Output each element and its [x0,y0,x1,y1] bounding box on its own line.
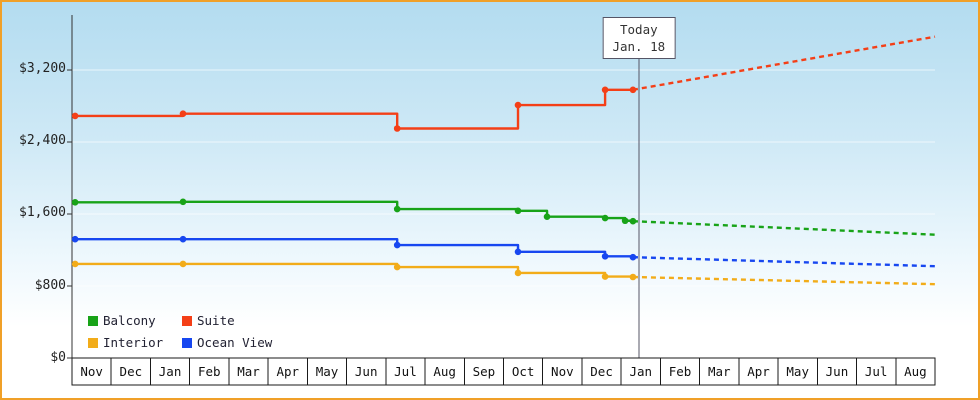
series-point-ocean-view [179,235,187,243]
series-forecast-balcony [632,220,936,236]
month-cell-dec-1 [110,357,151,386]
series-point-balcony [543,213,551,220]
today-marker-label: Today Jan. 18 [602,17,676,59]
month-label-apr-5: Apr [276,364,299,379]
month-cell-mar-4 [228,357,269,386]
series-line-interior [75,262,635,278]
series-point-ocean-view [514,248,522,256]
series-point-suite [601,86,609,94]
month-label-may-6: May [316,364,339,379]
legend-item-balcony: Balcony [88,313,182,328]
month-label-oct-11: Oct [512,364,535,379]
series-point-balcony [514,207,522,215]
y-axis-label-0: $0 [50,350,66,365]
month-label-aug-21: Aug [904,364,927,379]
month-label-dec-13: Dec [590,364,613,379]
month-label-aug-9: Aug [433,364,456,379]
month-cell-jan-2 [149,357,191,386]
month-label-may-18: May [786,364,809,379]
series-point-suite [629,86,637,94]
month-cell-aug-21 [895,357,936,386]
series-point-balcony [601,214,609,222]
month-cell-jul-8 [385,357,426,386]
legend-swatch-interior [88,337,98,348]
month-label-feb-15: Feb [669,364,692,379]
series-point-ocean-view [71,235,79,243]
y-axis-label-3200: $3,200 [19,61,66,76]
month-label-jul-20: Jul [865,364,888,379]
series-point-balcony [629,217,637,225]
month-cell-nov-0 [71,357,112,386]
legend-swatch-balcony [88,315,98,326]
legend-item-ocean-view: Ocean View [182,335,272,350]
legend-label-suite: Suite [197,313,235,328]
series-point-balcony [179,198,187,206]
series-point-interior [629,273,637,281]
month-cell-nov-12 [542,357,583,386]
legend-label-interior: Interior [103,335,164,350]
month-cell-apr-17 [738,357,779,386]
series-line-suite [75,88,633,130]
legend-swatch-suite [182,315,192,326]
legend-swatch-ocean-view [182,337,192,348]
series-point-balcony [71,199,79,206]
month-label-jun-19: Jun [826,364,849,379]
month-cell-jan-14 [620,357,661,386]
series-point-ocean-view [393,241,401,249]
legend-item-interior: Interior [88,335,182,350]
series-line-ocean-view [75,238,635,258]
month-label-jan-2: Jan [159,364,182,379]
legend-label-balcony: Balcony [103,313,156,328]
month-cell-mar-16 [699,357,740,386]
y-axis-label-800: $800 [34,278,66,293]
month-cell-apr-5 [267,357,308,386]
series-point-balcony [393,205,401,213]
series-forecast-suite [632,35,936,91]
series-point-interior [514,269,522,277]
series-point-suite [179,110,187,117]
month-label-jun-7: Jun [355,364,378,379]
month-label-sep-10: Sep [473,364,496,379]
month-cell-jun-19 [816,357,858,386]
month-cell-dec-13 [581,357,622,386]
y-axis-label-2400: $2,400 [19,133,66,148]
series-point-ocean-view [601,253,609,260]
month-cell-oct-11 [503,357,544,386]
month-label-nov-12: Nov [551,364,574,379]
y-axis-label-1600: $1,600 [19,205,66,220]
series-point-interior [71,260,79,268]
today-label-line2: Jan. 18 [612,39,666,54]
legend-item-suite: Suite [182,313,272,328]
series-point-interior [393,263,401,271]
month-label-jul-8: Jul [394,364,417,379]
series-point-interior [179,260,187,268]
month-cell-jun-7 [346,357,387,386]
month-label-dec-1: Dec [120,364,143,379]
month-label-feb-3: Feb [198,364,221,379]
series-point-ocean-view [629,253,637,261]
series-forecast-interior [632,275,936,286]
series-point-suite [514,101,522,109]
series-point-suite [71,112,79,120]
series-forecast-ocean-view [632,256,936,268]
month-label-apr-17: Apr [747,364,770,379]
series-point-balcony [621,217,629,225]
series-point-suite [393,125,401,132]
month-label-mar-4: Mar [237,364,260,379]
legend-label-ocean-view: Ocean View [197,335,273,350]
month-label-mar-16: Mar [708,364,731,379]
month-label-nov-0: Nov [80,364,103,379]
series-point-interior [601,273,609,280]
legend: Balcony Suite Interior Ocean View [88,313,272,350]
month-label-jan-14: Jan [630,364,653,379]
today-label-line1: Today [620,22,658,37]
month-cell-aug-9 [424,357,465,386]
